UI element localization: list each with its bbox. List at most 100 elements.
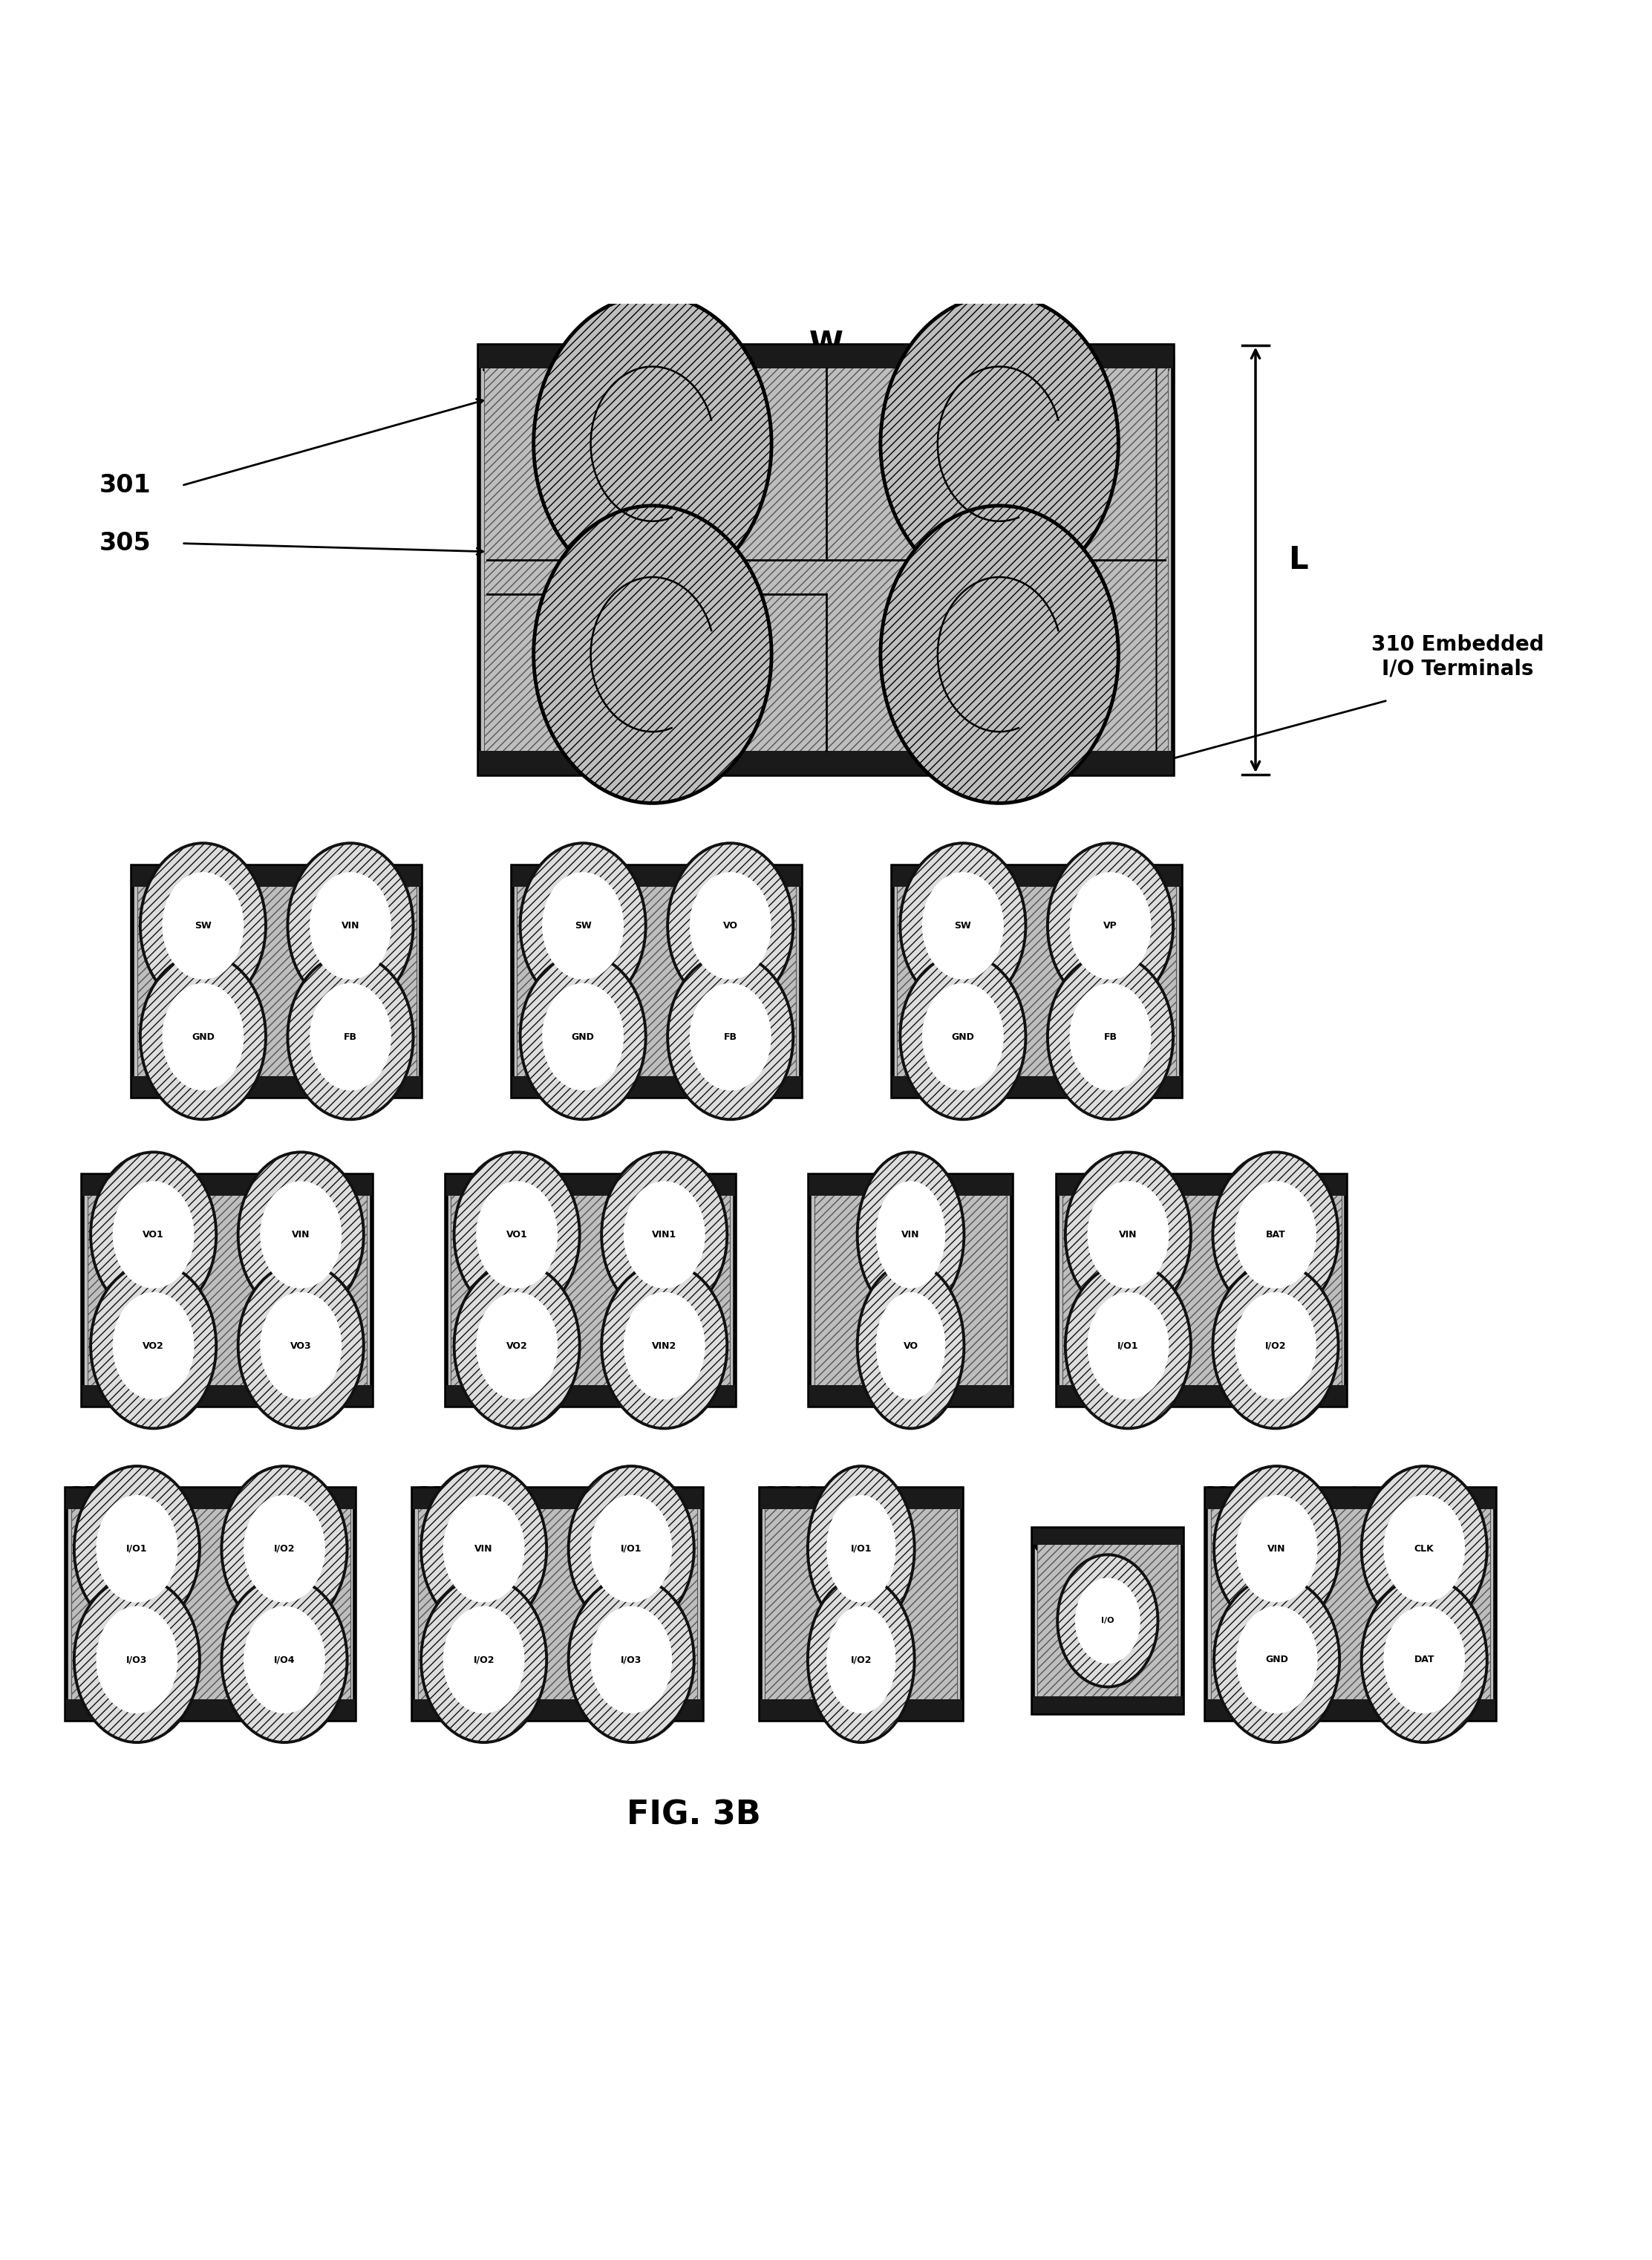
Text: DAT: DAT bbox=[1414, 1654, 1434, 1666]
Ellipse shape bbox=[1069, 983, 1151, 1092]
Text: I/O2: I/O2 bbox=[851, 1654, 872, 1666]
Text: LDOx1: LDOx1 bbox=[809, 1175, 892, 1196]
Bar bbox=[137, 870, 416, 1092]
Bar bbox=[1032, 1528, 1183, 1713]
Text: GND: GND bbox=[572, 1033, 595, 1042]
Bar bbox=[83, 1175, 372, 1196]
Text: Master Control: Master Control bbox=[1206, 1485, 1396, 1507]
Text: GPIOx1: GPIOx1 bbox=[1032, 1535, 1125, 1557]
Ellipse shape bbox=[857, 1263, 965, 1428]
Bar bbox=[132, 1076, 421, 1096]
Text: I/O3: I/O3 bbox=[126, 1654, 147, 1666]
Text: Battery Charger: Battery Charger bbox=[1057, 1175, 1262, 1196]
Text: FIG. 3A: FIG. 3A bbox=[560, 725, 695, 757]
Ellipse shape bbox=[808, 1577, 915, 1742]
Ellipse shape bbox=[542, 872, 624, 979]
Bar bbox=[66, 1489, 355, 1510]
Text: VIN: VIN bbox=[902, 1229, 920, 1238]
Ellipse shape bbox=[74, 1467, 200, 1632]
Bar bbox=[814, 1180, 1008, 1401]
Bar bbox=[892, 1076, 1181, 1096]
Ellipse shape bbox=[922, 872, 1004, 979]
Text: VO: VO bbox=[724, 920, 738, 931]
Ellipse shape bbox=[623, 1293, 705, 1399]
Bar bbox=[760, 1700, 961, 1720]
Bar bbox=[765, 1494, 957, 1715]
Text: I/O: I/O bbox=[1102, 1618, 1113, 1625]
Bar bbox=[418, 1494, 697, 1715]
Ellipse shape bbox=[1047, 843, 1173, 1008]
Bar bbox=[809, 1385, 1011, 1406]
Bar bbox=[479, 346, 1173, 775]
Ellipse shape bbox=[421, 1467, 547, 1632]
Bar bbox=[517, 870, 796, 1092]
Text: W: W bbox=[809, 328, 843, 359]
Bar bbox=[132, 866, 421, 1096]
Bar bbox=[484, 350, 1168, 771]
Text: VO3: VO3 bbox=[291, 1340, 312, 1351]
Bar bbox=[83, 1175, 372, 1406]
Text: I/O2: I/O2 bbox=[472, 1654, 494, 1666]
Ellipse shape bbox=[1236, 1496, 1318, 1602]
Bar bbox=[892, 866, 1181, 886]
Text: FB: FB bbox=[1104, 1033, 1117, 1042]
Text: LDOx3: LDOx3 bbox=[83, 1175, 165, 1196]
Ellipse shape bbox=[243, 1607, 325, 1713]
Text: VIN: VIN bbox=[1267, 1544, 1285, 1553]
Text: 305: 305 bbox=[99, 531, 150, 556]
Ellipse shape bbox=[1234, 1293, 1317, 1399]
Ellipse shape bbox=[1047, 954, 1173, 1119]
Text: GND: GND bbox=[952, 1033, 975, 1042]
Bar bbox=[512, 1076, 801, 1096]
Bar bbox=[809, 1175, 1011, 1406]
Text: FIG. 3B: FIG. 3B bbox=[626, 1799, 762, 1831]
Ellipse shape bbox=[520, 843, 646, 1008]
Bar bbox=[1211, 1494, 1490, 1715]
Bar bbox=[1062, 1180, 1341, 1401]
Bar bbox=[1032, 1528, 1183, 1546]
Text: LDOx2: LDOx2 bbox=[446, 1175, 529, 1196]
Bar bbox=[413, 1489, 702, 1720]
Bar bbox=[71, 1494, 350, 1715]
Text: GND: GND bbox=[192, 1033, 215, 1042]
Ellipse shape bbox=[601, 1263, 727, 1428]
Text: VO1: VO1 bbox=[142, 1229, 164, 1238]
Text: SW: SW bbox=[955, 920, 971, 931]
Ellipse shape bbox=[74, 1577, 200, 1742]
Text: I/O1: I/O1 bbox=[851, 1544, 872, 1553]
Bar bbox=[66, 1489, 355, 1720]
Text: VIN: VIN bbox=[292, 1229, 311, 1238]
Text: VO1: VO1 bbox=[506, 1229, 527, 1238]
Ellipse shape bbox=[91, 1153, 216, 1318]
Ellipse shape bbox=[96, 1496, 178, 1602]
Ellipse shape bbox=[922, 983, 1004, 1092]
Ellipse shape bbox=[667, 954, 793, 1119]
Text: L: L bbox=[1289, 545, 1308, 576]
Bar bbox=[809, 1175, 1011, 1196]
Text: VIN: VIN bbox=[474, 1544, 492, 1553]
Ellipse shape bbox=[443, 1607, 525, 1713]
Text: VIN1: VIN1 bbox=[653, 1229, 677, 1238]
Ellipse shape bbox=[162, 983, 244, 1092]
Bar bbox=[1057, 1175, 1346, 1196]
Text: VIN: VIN bbox=[342, 920, 360, 931]
Text: GND: GND bbox=[1265, 1654, 1289, 1666]
Ellipse shape bbox=[826, 1496, 895, 1602]
Ellipse shape bbox=[259, 1182, 342, 1288]
Ellipse shape bbox=[476, 1293, 558, 1399]
Ellipse shape bbox=[1361, 1577, 1487, 1742]
Ellipse shape bbox=[534, 506, 771, 802]
Ellipse shape bbox=[1087, 1182, 1170, 1288]
Text: GPIOx2: GPIOx2 bbox=[760, 1485, 852, 1507]
Ellipse shape bbox=[900, 843, 1026, 1008]
Ellipse shape bbox=[91, 1263, 216, 1428]
Ellipse shape bbox=[1361, 1467, 1487, 1632]
Text: SW: SW bbox=[575, 920, 591, 931]
Bar bbox=[413, 1700, 702, 1720]
Ellipse shape bbox=[221, 1467, 347, 1632]
Ellipse shape bbox=[287, 843, 413, 1008]
Ellipse shape bbox=[1069, 872, 1151, 979]
Bar bbox=[1206, 1489, 1495, 1510]
Text: VO2: VO2 bbox=[506, 1340, 527, 1351]
Ellipse shape bbox=[112, 1293, 195, 1399]
